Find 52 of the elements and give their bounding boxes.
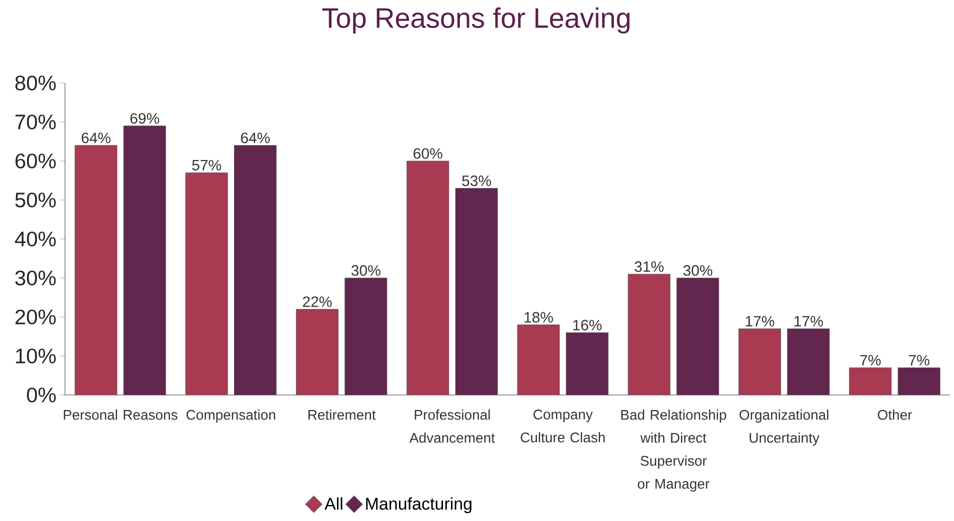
bar: [296, 309, 338, 395]
bar: [676, 278, 719, 395]
bar: [123, 126, 166, 395]
x-tick-label: Retirement: [308, 410, 376, 420]
y-tick-label: 20%: [16, 310, 56, 324]
y-tick-label: 50%: [15, 192, 56, 208]
data-label: 31%: [634, 261, 664, 272]
y-tick-label: 30%: [15, 270, 56, 286]
data-label: 30%: [683, 265, 712, 276]
legend-label: All: [324, 497, 342, 510]
data-label: 57%: [192, 160, 222, 170]
data-label: 17%: [794, 316, 823, 327]
x-tick-label: Organizational Uncertainty: [740, 410, 828, 446]
bar: [787, 328, 830, 395]
data-label: 18%: [524, 312, 553, 323]
bar: [234, 145, 276, 395]
bar: [517, 324, 560, 395]
data-label: 64%: [241, 132, 270, 144]
y-tick-label: 40%: [14, 232, 56, 246]
chart-title: Top Reasons for Leaving: [322, 7, 630, 34]
bar: [74, 145, 118, 395]
y-tick-label: 60%: [16, 154, 56, 168]
data-label: 7%: [860, 355, 881, 366]
bar: [566, 332, 608, 395]
bar: [344, 278, 388, 395]
bar: [406, 160, 450, 395]
y-tick-label: 0%: [26, 388, 56, 402]
bar: [898, 368, 940, 395]
data-label: 16%: [573, 320, 602, 330]
x-tick-label: Other: [878, 410, 912, 420]
bar: [849, 368, 892, 395]
x-tick-label: Bad Relationship with Direct Supervisor or Manager: [621, 410, 726, 492]
data-label: 64%: [82, 132, 110, 144]
x-tick-label: Compensation: [186, 410, 276, 423]
x-tick-label: Personal Reasons: [64, 410, 178, 420]
bar: [185, 172, 228, 395]
data-label: 7%: [908, 355, 930, 366]
x-tick-label: Company Culture Clash: [520, 410, 605, 442]
legend-label: Manufacturing: [366, 497, 472, 514]
data-label: 53%: [462, 175, 491, 186]
bar: [738, 328, 781, 395]
y-tick-label: 70%: [16, 114, 56, 130]
data-label: 69%: [130, 113, 160, 124]
y-tick-label: 10%: [16, 348, 56, 364]
data-label: 22%: [302, 296, 332, 308]
bar: [455, 188, 498, 395]
y-tick-label: 80%: [15, 76, 56, 90]
data-label: 60%: [414, 148, 442, 159]
bar: [628, 274, 670, 395]
data-label: 30%: [351, 265, 380, 276]
x-tick-label: Professional Advancement: [409, 410, 495, 443]
data-label: 17%: [746, 316, 774, 327]
